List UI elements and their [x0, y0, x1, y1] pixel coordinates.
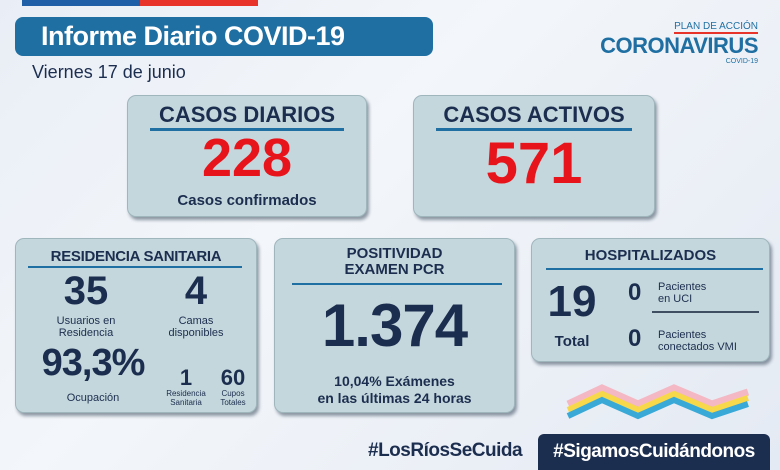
uci-value: 0: [628, 279, 642, 306]
hashtag-sigamos: #SigamosCuidándonos: [538, 434, 770, 470]
card-title: RESIDENCIA SANITARIA: [50, 248, 222, 265]
card-subtitle: EXAMEN PCR: [344, 261, 445, 278]
casos-activos-card: CASOS ACTIVOS 571: [413, 95, 655, 217]
residencias-value: 1: [179, 365, 193, 390]
residencia-card: RESIDENCIA SANITARIA 35 Usuarios en Resid…: [15, 238, 257, 413]
hospitalizados-card: HOSPITALIZADOS 19 Total 0 Pacientes en UC…: [531, 238, 770, 362]
camas-value: 4: [184, 269, 208, 313]
card-title: POSITIVIDAD: [346, 245, 443, 262]
vmi-value: 0: [628, 325, 642, 352]
uci-label: Pacientes en UCI: [658, 281, 707, 305]
ocupacion-value: 93,3%: [41, 342, 146, 384]
card-title: HOSPITALIZADOS: [584, 247, 717, 264]
ocupacion-label: Ocupación: [66, 392, 120, 404]
casos-activos-value: 571: [485, 131, 583, 196]
coronavirus-logo: PLAN DE ACCIÓN CORONAVIRUS COVID-19: [600, 21, 758, 65]
casos-diarios-value: 228: [201, 128, 293, 188]
camas-label: Camas disponibles: [168, 315, 224, 339]
residencias-label: Residencia Sanitaria: [166, 389, 206, 407]
total-label: Total: [554, 333, 590, 350]
positividad-caption: 10,04% Exámenes en las últimas 24 horas: [317, 373, 472, 406]
page-title: Informe Diario COVID-19: [15, 17, 433, 56]
cupos-value: 60: [220, 365, 246, 390]
card-title: CASOS ACTIVOS: [443, 102, 625, 127]
report-date: Viernes 17 de junio: [32, 62, 186, 82]
usuarios-label: Usuarios en Residencia: [56, 315, 116, 339]
vmi-label: Pacientes conectados VMI: [658, 329, 737, 353]
flag-stripe-blue: [22, 0, 140, 6]
hospitalizados-total: 19: [547, 277, 597, 326]
regional-wave-logo: [566, 384, 750, 420]
card-title: CASOS DIARIOS: [158, 102, 336, 127]
usuarios-value: 35: [63, 269, 109, 313]
positividad-card: POSITIVIDAD EXAMEN PCR 1.374 10,04% Exám…: [274, 238, 515, 413]
casos-diarios-card: CASOS DIARIOS 228 Casos confirmados: [127, 95, 367, 217]
cupos-label: Cupos Totales: [220, 389, 246, 407]
hashtag-losrios: #LosRíosSeCuida: [368, 440, 523, 461]
casos-caption: Casos confirmados: [177, 192, 317, 209]
positividad-value: 1.374: [321, 292, 468, 359]
flag-stripe-red: [140, 0, 258, 6]
